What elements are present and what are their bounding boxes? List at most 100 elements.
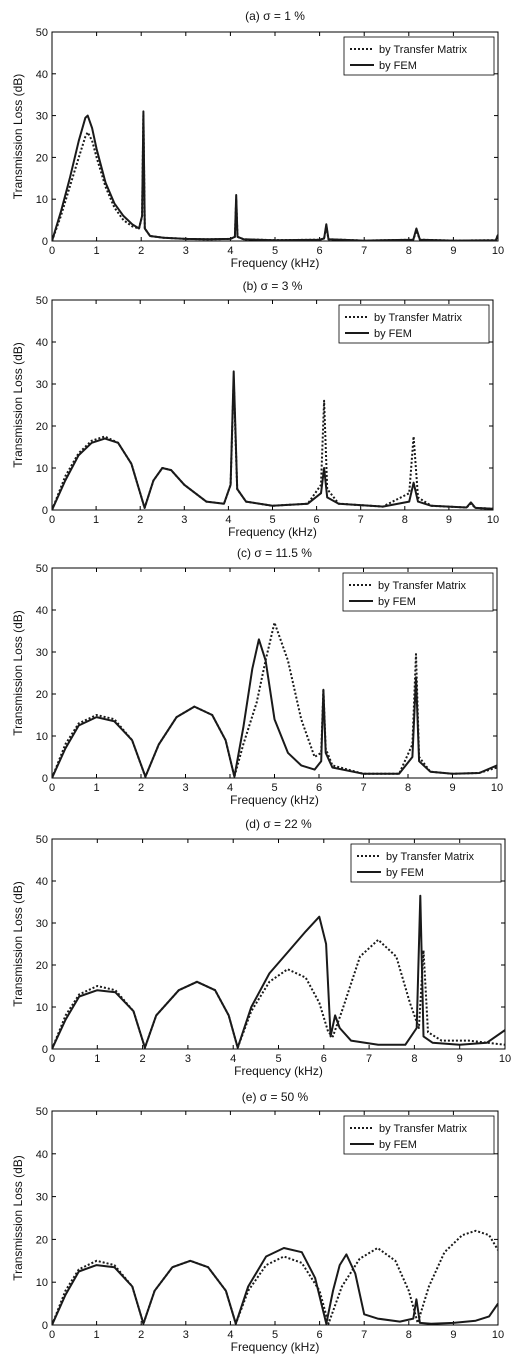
y-tick-label: 40 — [36, 876, 48, 888]
legend-label: by Transfer Matrix — [379, 44, 468, 56]
series-line-fem — [52, 894, 505, 1049]
chart-title: (a) σ = 1 % — [245, 9, 305, 23]
y-axis-label: Transmission Loss (dB) — [11, 342, 25, 468]
x-tick-label: 9 — [446, 514, 452, 526]
y-tick-label: 50 — [36, 834, 48, 846]
x-axis-label: Frequency (kHz) — [231, 256, 320, 270]
y-tick-label: 50 — [36, 27, 48, 39]
x-tick-label: 8 — [406, 245, 412, 257]
x-tick-label: 7 — [360, 782, 366, 794]
legend-box — [343, 1115, 495, 1155]
y-tick-label: 30 — [36, 647, 48, 659]
x-tick-label: 5 — [272, 1329, 278, 1341]
legend-label: by FEM — [386, 867, 424, 879]
y-tick-label: 20 — [36, 689, 48, 701]
y-tick-label: 0 — [42, 773, 48, 785]
x-tick-label: 9 — [450, 245, 456, 257]
x-tick-label: 3 — [182, 782, 188, 794]
x-tick-label: 2 — [138, 782, 144, 794]
x-tick-label: 4 — [225, 514, 231, 526]
x-tick-label: 7 — [358, 514, 364, 526]
x-tick-label: 10 — [491, 782, 503, 794]
x-tick-label: 8 — [411, 1053, 417, 1065]
y-axis-label: Transmission Loss (dB) — [11, 74, 25, 200]
y-tick-label: 20 — [36, 421, 48, 433]
series-line-transfer-matrix — [52, 621, 497, 778]
x-tick-label: 7 — [361, 245, 367, 257]
x-tick-label: 5 — [272, 245, 278, 257]
y-tick-label: 40 — [36, 605, 48, 617]
y-tick-label: 50 — [36, 295, 48, 307]
x-tick-label: 1 — [94, 1053, 100, 1065]
y-axis-label: Transmission Loss (dB) — [11, 1155, 25, 1281]
y-tick-label: 50 — [36, 1106, 48, 1118]
y-tick-label: 40 — [36, 337, 48, 349]
legend: by Transfer Matrix by FEM — [343, 1115, 495, 1155]
series-line-fem — [52, 1247, 498, 1325]
y-tick-label: 30 — [36, 918, 48, 930]
x-axis-label: Frequency (kHz) — [230, 793, 319, 807]
x-tick-label: 4 — [227, 782, 233, 794]
x-tick-label: 5 — [275, 1053, 281, 1065]
x-tick-label: 9 — [450, 1329, 456, 1341]
legend-label: by Transfer Matrix — [386, 851, 475, 863]
legend-label: by FEM — [378, 596, 416, 608]
x-tick-label: 1 — [94, 1329, 100, 1341]
series-line-fem — [52, 370, 493, 510]
x-tick-label: 8 — [402, 514, 408, 526]
y-axis-label: Transmission Loss (dB) — [11, 881, 25, 1007]
legend: by Transfer Matrix by FEM — [338, 304, 490, 344]
x-tick-label: 2 — [138, 245, 144, 257]
y-tick-label: 0 — [42, 1044, 48, 1056]
x-tick-label: 9 — [449, 782, 455, 794]
x-tick-label: 1 — [93, 514, 99, 526]
x-tick-label: 3 — [183, 245, 189, 257]
x-tick-label: 8 — [405, 782, 411, 794]
legend-label: by FEM — [379, 1139, 417, 1151]
series-line-transfer-matrix — [52, 938, 505, 1049]
y-tick-label: 10 — [36, 194, 48, 206]
x-tick-label: 7 — [366, 1053, 372, 1065]
legend: by Transfer Matrix by FEM — [350, 843, 502, 883]
legend-label: by Transfer Matrix — [379, 1123, 468, 1135]
x-axis-label: Frequency (kHz) — [234, 1064, 323, 1078]
y-tick-label: 10 — [36, 1002, 48, 1014]
x-tick-label: 10 — [499, 1053, 511, 1065]
legend-box — [338, 304, 490, 344]
legend-box — [342, 572, 494, 612]
x-tick-label: 4 — [227, 245, 233, 257]
x-tick-label: 2 — [138, 1329, 144, 1341]
chart-title: (d) σ = 22 % — [245, 817, 312, 831]
x-tick-label: 1 — [93, 782, 99, 794]
x-tick-label: 3 — [183, 1329, 189, 1341]
chart-panel-0: (a) σ = 1 % 0 1 2 3 4 5 6 7 8 9 10 0 10 20 30 40 50 Freque… — [11, 9, 504, 270]
y-tick-label: 0 — [42, 505, 48, 517]
y-tick-label: 20 — [36, 152, 48, 164]
x-tick-label: 6 — [316, 782, 322, 794]
legend-box — [350, 843, 502, 883]
legend-label: by FEM — [379, 60, 417, 72]
series-line-fem — [52, 638, 497, 778]
x-tick-label: 0 — [49, 782, 55, 794]
y-tick-label: 30 — [36, 379, 48, 391]
x-tick-label: 10 — [492, 245, 504, 257]
series-line-fem — [52, 110, 498, 241]
x-tick-label: 7 — [361, 1329, 367, 1341]
x-tick-label: 4 — [230, 1053, 236, 1065]
series-line-transfer-matrix — [52, 114, 498, 241]
x-tick-label: 3 — [181, 514, 187, 526]
y-tick-label: 0 — [42, 1320, 48, 1332]
x-tick-label: 6 — [317, 1329, 323, 1341]
x-axis-label: Frequency (kHz) — [231, 1340, 320, 1354]
chart-title: (e) σ = 50 % — [242, 1090, 309, 1104]
chart-panel-1: (b) σ = 3 % 0 1 2 3 4 5 6 7 8 9 10 0 10 20 30 40 50 Freque… — [11, 279, 499, 539]
x-tick-label: 0 — [49, 1329, 55, 1341]
legend-box — [343, 36, 495, 76]
x-tick-label: 9 — [457, 1053, 463, 1065]
y-tick-label: 30 — [36, 1192, 48, 1204]
legend-label: by Transfer Matrix — [378, 580, 467, 592]
x-tick-label: 10 — [492, 1329, 504, 1341]
x-tick-label: 3 — [185, 1053, 191, 1065]
x-tick-label: 5 — [271, 782, 277, 794]
